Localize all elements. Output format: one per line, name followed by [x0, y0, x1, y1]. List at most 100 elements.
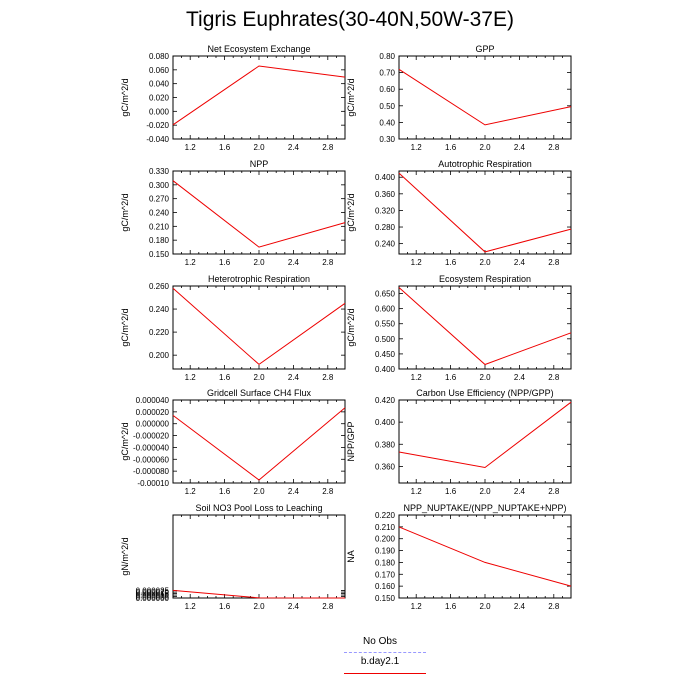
legend-label-b-day2-1: b.day2.1 — [360, 656, 400, 667]
x-tick-label: 1.6 — [219, 602, 231, 611]
x-tick-label: 1.6 — [445, 602, 457, 611]
y-tick-label: -0.00010 — [137, 479, 169, 488]
y-tick-label: 0.330 — [149, 167, 170, 176]
x-tick-label: 1.2 — [411, 487, 423, 496]
y-tick-label: 0.30 — [379, 135, 395, 144]
y-tick-label: 0.220 — [375, 511, 396, 520]
y-tick-label: 0.500 — [375, 335, 396, 344]
panel-title: Soil NO3 Pool Loss to Leaching — [195, 503, 322, 513]
panel-title: Carbon Use Efficiency (NPP/GPP) — [416, 388, 553, 398]
x-tick-label: 2.8 — [548, 373, 560, 382]
y-tick-label: 0.190 — [375, 547, 396, 556]
x-tick-label: 2.0 — [479, 487, 491, 496]
plot-frame — [172, 514, 346, 599]
y-axis-label: gN/m^2/d — [120, 537, 130, 575]
y-tick-label: 0.270 — [149, 195, 170, 204]
page-title: Tigris Euphrates(30-40N,50W-37E) — [186, 8, 514, 31]
y-tick-label: 0.70 — [379, 69, 395, 78]
y-tick-label: 0.000025 — [136, 587, 170, 596]
panel-net-ecosystem-exchange: Net Ecosystem Exchange gC/m^2/d 1.2 1.6 2.0 2… — [120, 44, 346, 152]
x-tick-label: 1.2 — [411, 373, 423, 382]
x-tick-label: 2.4 — [288, 602, 300, 611]
y-axis-label: gC/m^2/d — [120, 422, 130, 460]
panel-title: NPP — [250, 159, 269, 169]
y-tick-label: 0.40 — [379, 118, 395, 127]
x-tick-label: 2.0 — [253, 258, 265, 267]
y-tick-label: 0.180 — [149, 236, 170, 245]
panel-title: Ecosystem Respiration — [439, 274, 531, 284]
panel-npp-nuptake-npp-nuptake-npp: NPP_NUPTAKE/(NPP_NUPTAKE+NPP) NA 1.2 1.6 2.0… — [346, 503, 572, 611]
y-tick-label: 0.80 — [379, 52, 395, 61]
y-tick-label: 0.210 — [375, 523, 396, 532]
legend-line-b-day2-1 — [344, 673, 426, 674]
y-tick-label: 0.160 — [375, 582, 396, 591]
series-line-b-day2-1 — [172, 589, 346, 599]
x-tick-label: 2.4 — [514, 143, 526, 152]
x-tick-label: 2.8 — [548, 258, 560, 267]
x-tick-label: 2.0 — [479, 258, 491, 267]
y-tick-label: 0.020 — [149, 94, 170, 103]
y-tick-label: 0.000015 — [136, 590, 170, 599]
x-tick-label: 2.0 — [479, 143, 491, 152]
x-tick-label: 2.8 — [548, 143, 560, 152]
plot-frame — [398, 55, 572, 140]
y-tick-label: -0.000080 — [133, 467, 170, 476]
x-tick-label: 2.8 — [322, 487, 334, 496]
y-tick-label: 0.000000 — [136, 420, 170, 429]
y-tick-label: 0.360 — [375, 462, 396, 471]
plot-frame — [172, 285, 346, 370]
y-tick-label: 0.50 — [379, 102, 395, 111]
y-tick-label: 0.210 — [149, 222, 170, 231]
y-tick-label: 0.400 — [375, 365, 396, 374]
panel-title: Heterotrophic Respiration — [208, 274, 310, 284]
y-tick-label: -0.040 — [146, 135, 169, 144]
series-line-b-day2-1 — [398, 401, 572, 469]
series-line-b-day2-1 — [398, 172, 572, 253]
series-line-b-day2-1 — [398, 68, 572, 126]
y-tick-label: 0.220 — [149, 328, 170, 337]
plot-frame — [172, 55, 346, 140]
y-tick-label: 0.240 — [375, 240, 396, 249]
y-tick-label: -0.000040 — [133, 443, 170, 452]
y-tick-label: 0.380 — [375, 440, 396, 449]
panel-title: Gridcell Surface CH4 Flux — [207, 388, 312, 398]
x-tick-label: 1.2 — [185, 373, 197, 382]
plot-frame — [398, 514, 572, 599]
panel-gridcell-surface-ch4-flux: Gridcell Surface CH4 Flux gC/m^2/d 1.2 1.6 2… — [120, 388, 346, 496]
panel-title: Autotrophic Respiration — [438, 159, 532, 169]
x-tick-label: 2.0 — [253, 373, 265, 382]
x-tick-label: 2.4 — [514, 602, 526, 611]
plot-frame — [172, 399, 346, 484]
x-tick-label: 2.4 — [514, 487, 526, 496]
y-tick-label: 0.300 — [149, 181, 170, 190]
x-tick-label: 2.4 — [514, 373, 526, 382]
legend-label-no-obs: No Obs — [363, 636, 397, 647]
panel-title: GPP — [475, 44, 494, 54]
y-tick-label: 0.000 — [149, 107, 170, 116]
y-tick-label: 0.000040 — [136, 396, 170, 405]
y-axis-label: NA — [346, 550, 356, 563]
x-tick-label: 2.8 — [548, 487, 560, 496]
panel-ecosystem-respiration: Ecosystem Respiration gC/m^2/d 1.2 1.6 2.0 2.… — [346, 274, 572, 382]
y-tick-label: 0.320 — [375, 206, 396, 215]
y-tick-label: 0.600 — [375, 305, 396, 314]
panel-title: NPP_NUPTAKE/(NPP_NUPTAKE+NPP) — [404, 503, 567, 513]
x-tick-label: 2.0 — [253, 143, 265, 152]
panel-carbon-use-efficiency-npp-gpp: Carbon Use Efficiency (NPP/GPP) NPP/GPP 1.… — [346, 388, 572, 496]
y-axis-label: gC/m^2/d — [346, 78, 356, 116]
series-line-b-day2-1 — [398, 287, 572, 366]
series-line-b-day2-1 — [398, 526, 572, 587]
series-line-b-day2-1 — [172, 407, 346, 481]
y-tick-label: 0.080 — [149, 52, 170, 61]
x-tick-label: 1.2 — [185, 487, 197, 496]
y-axis-label: gC/m^2/d — [120, 78, 130, 116]
y-tick-label: 0.260 — [149, 282, 170, 291]
panel-soil-no3-pool-loss-to-leaching: Soil NO3 Pool Loss to Leaching gN/m^2/d 1.… — [120, 503, 346, 611]
x-tick-label: 1.6 — [219, 143, 231, 152]
y-axis-label: NPP/GPP — [346, 421, 356, 461]
x-tick-label: 2.8 — [322, 602, 334, 611]
y-tick-label: 0.60 — [379, 85, 395, 94]
x-tick-label: 1.2 — [185, 143, 197, 152]
y-tick-label: 0.000010 — [136, 591, 170, 600]
y-axis-label: gC/m^2/d — [120, 193, 130, 231]
